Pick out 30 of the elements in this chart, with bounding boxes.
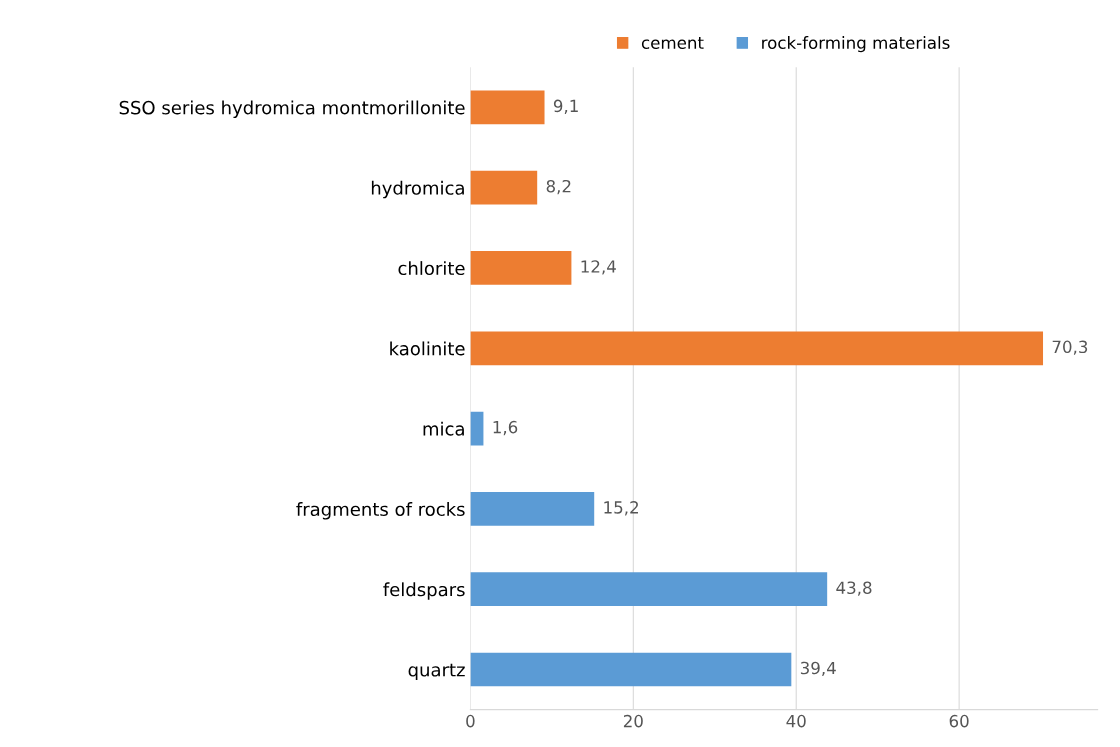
y-tick-label: mica	[423, 421, 464, 436]
y-tick-label: quartz	[408, 663, 465, 681]
bar	[470, 411, 484, 446]
y-tick-label: feldspars	[383, 582, 465, 600]
bar	[470, 572, 828, 607]
data-label: 9,1	[553, 99, 578, 114]
x-tick-label: 60	[949, 714, 969, 728]
data-label: 43,8	[836, 581, 872, 596]
x-tick-label: 40	[786, 714, 806, 728]
bar	[470, 90, 545, 125]
data-label: 70,3	[1052, 340, 1088, 355]
x-tick-label: 20	[623, 714, 643, 728]
data-label: 39,4	[800, 661, 836, 677]
y-tick-label: fragments of rocks	[296, 502, 465, 520]
bar	[470, 492, 595, 526]
legend-label: cement	[641, 37, 704, 49]
x-tick-label: 0	[466, 714, 475, 728]
y-tick-label: SSO series hydromica montmorillonite	[119, 100, 465, 118]
y-tick-label: hydromica	[371, 180, 464, 199]
bar	[470, 331, 1044, 366]
data-label: 8,2	[546, 179, 571, 195]
bar	[470, 251, 572, 285]
y-tick-label: chlorite	[398, 261, 465, 276]
data-label: 12,4	[581, 260, 616, 275]
bar	[470, 170, 538, 205]
data-label: 1,6	[493, 420, 518, 436]
legend-label: rock-forming materials	[762, 36, 950, 53]
bar	[470, 652, 792, 687]
data-label: 15,2	[604, 501, 638, 516]
y-tick-label: kaolinite	[390, 341, 465, 356]
